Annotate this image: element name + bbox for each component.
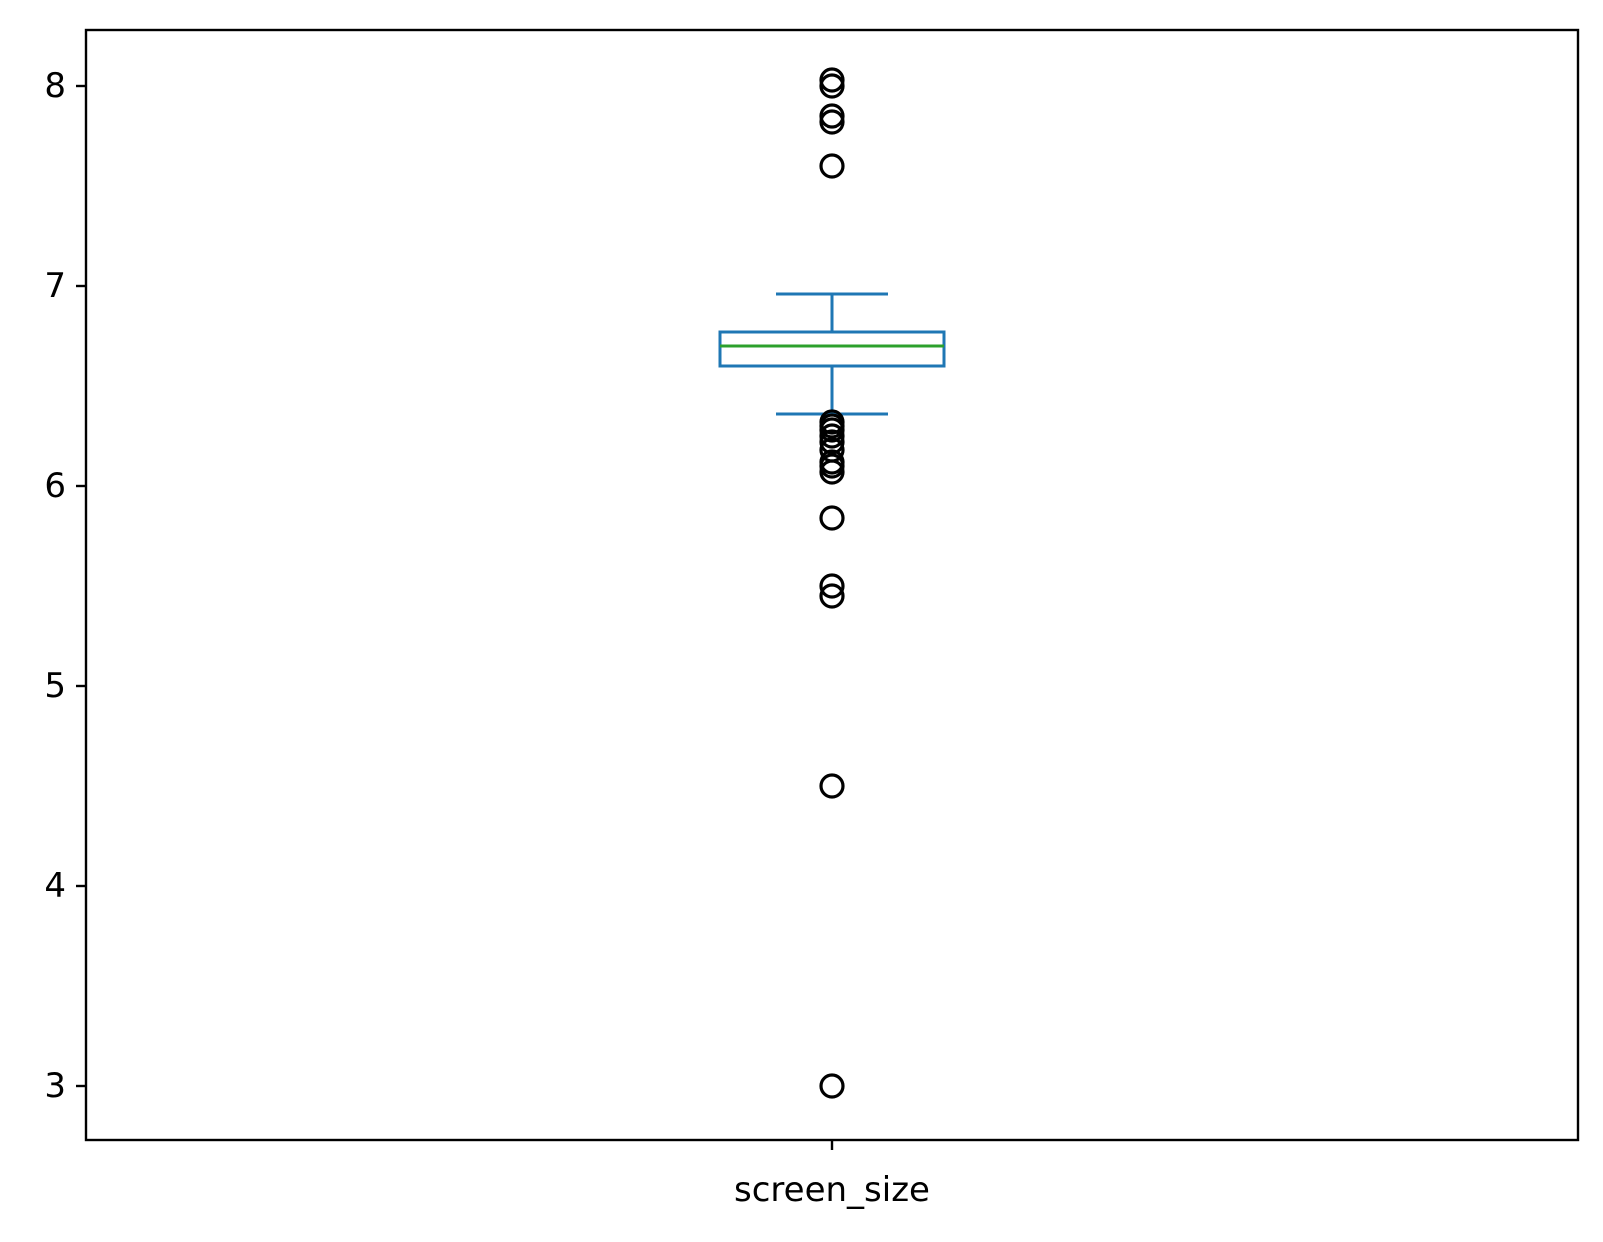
y-tick-label-7: 7	[44, 266, 66, 306]
plot-area: 3 4 5 6 7 8 screen_size	[44, 28, 1580, 1210]
outlier-point-18	[819, 1073, 845, 1099]
y-tick-label-4: 4	[44, 866, 66, 906]
outlier-point-14	[819, 505, 845, 531]
outlier-point-16	[819, 583, 845, 609]
outlier-point-4	[819, 153, 845, 179]
outlier-point-9	[819, 429, 845, 455]
y-tick-label-8: 8	[44, 66, 66, 106]
outlier-point-13	[819, 459, 845, 485]
outlier-point-3	[819, 109, 845, 135]
iqr-box	[718, 330, 946, 368]
outlier-point-15	[819, 573, 845, 599]
outlier-point-17	[819, 773, 845, 799]
x-category-label: screen_size	[734, 1170, 930, 1210]
y-tick-label-3: 3	[44, 1066, 66, 1106]
y-tick-label-6: 6	[44, 466, 66, 506]
outlier-point-1	[819, 73, 845, 99]
y-tick-label-5: 5	[44, 666, 66, 706]
